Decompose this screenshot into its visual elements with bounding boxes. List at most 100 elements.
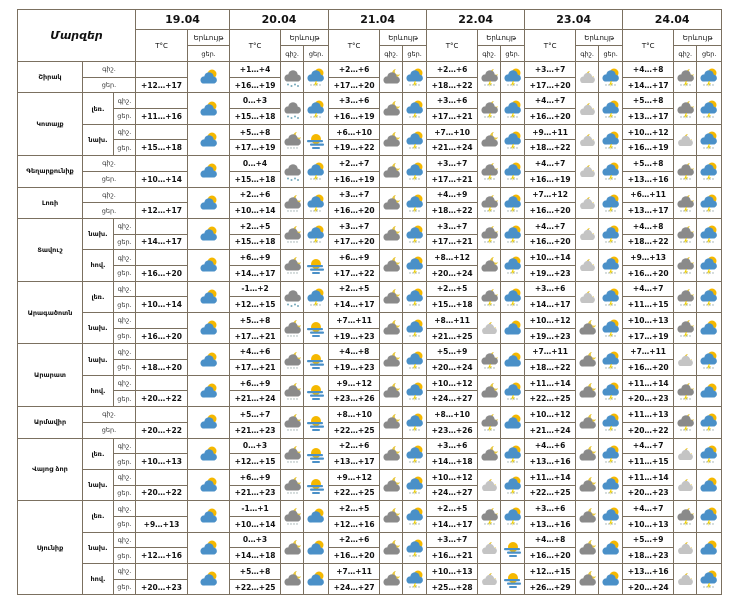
partly-cloudy-day-icon — [187, 562, 231, 596]
temperature-day: +18…+22 — [524, 359, 577, 376]
thunder-rain-night-icon — [673, 311, 698, 345]
temperature-day: +16…+19 — [328, 170, 381, 188]
temperature-night-empty — [135, 437, 189, 455]
temperature-night-empty — [135, 92, 189, 110]
thunder-rain-day-icon — [303, 92, 330, 125]
temperature-night: +10…+14 — [524, 249, 577, 266]
period-day: ցեր. — [112, 139, 137, 157]
thunder-rain-day-icon — [402, 92, 428, 125]
cloudy-night-drizzle-icon — [280, 343, 305, 376]
table-row: հով. գիշ. +6…+9 +9…+12 +10…+12 +11…+14 +11…+14 — [18, 374, 723, 408]
cloudy-night-drizzle-icon — [280, 249, 305, 282]
temperature-night: +5…+9 — [622, 531, 675, 549]
temperature-day: +13…+17 — [328, 453, 381, 470]
partly-cloudy-day-icon — [187, 60, 231, 94]
temperature-header: T°C — [328, 29, 381, 62]
temperature-day: +12…+17 — [135, 76, 189, 94]
cloudy-night-icon — [477, 249, 502, 282]
temperature-night: +4…+6 — [229, 343, 282, 361]
partly-cloudy-night-icon — [575, 186, 600, 219]
temperature-night: +11…+14 — [524, 468, 577, 486]
temperature-night: +4…+8 — [622, 217, 675, 235]
cloudy-night-icon — [379, 468, 404, 502]
date-header: 24.04 — [622, 9, 723, 30]
temperature-day: +19…+23 — [524, 327, 577, 345]
temperature-night: +9…+12 — [328, 468, 381, 486]
period-night: գիշ. — [112, 92, 137, 110]
date-header: 20.04 — [229, 9, 330, 30]
temperature-night-empty — [135, 312, 189, 329]
regions-header: Մարզեր — [16, 9, 137, 62]
table-row: նախ. գիշ. 0…+3 +2…+6 +3…+7 +4…+8 +5…+9 — [18, 531, 723, 565]
temperature-night: +7…+10 — [426, 123, 479, 141]
temperature-day: +16…+20 — [524, 547, 577, 564]
cloudy-night-icon — [379, 217, 404, 251]
table-row: ցեր. +10…+13 +12…+15 +13…+17 +14…+18 +13…+16 +… — [18, 453, 722, 470]
temperature-day: +15…+18 — [229, 170, 282, 188]
thunder-rain-day-icon — [402, 311, 428, 345]
thunder-rain-night-icon — [673, 186, 698, 219]
thunder-rain-day-icon — [500, 500, 526, 533]
partly-cloudy-day-icon — [696, 531, 723, 565]
table-row: ցեր. +9…+13 +10…+14 +12…+16 +14…+17 +13…+16 +1… — [18, 515, 722, 533]
temperature-day: +13…+17 — [622, 202, 675, 219]
temperature-night: +8…+11 — [426, 312, 479, 329]
subregion-name: նախ. — [82, 311, 114, 345]
temperature-day: +13…+16 — [524, 453, 577, 470]
cloudy-night-drizzle-icon — [280, 500, 305, 533]
thunder-rain-day-icon — [598, 249, 624, 282]
partly-cloudy-day-icon — [187, 186, 231, 219]
temperature-day: +13…+17 — [622, 108, 675, 125]
temperature-night: +4…+7 — [524, 155, 577, 172]
thunder-rain-day-icon — [598, 123, 624, 157]
thunder-rain-night-icon — [477, 155, 502, 188]
temperature-night: 0…+3 — [229, 531, 282, 549]
period-day: ցեր. — [112, 484, 137, 502]
thunder-rain-day-icon — [500, 186, 526, 219]
temperature-day: +18…+22 — [524, 139, 577, 157]
thunder-rain-day-icon — [598, 186, 624, 219]
thunder-rain-day-icon — [402, 217, 428, 251]
table-row: Արմավիր գիշ. +5…+7 +8…+10 +8…+10 +10…+12 +11…+… — [17, 406, 723, 439]
thunder-rain-night-icon — [673, 60, 698, 94]
temperature-day: +13…+16 — [622, 170, 675, 188]
temperature-day: +20…+22 — [622, 421, 675, 439]
temperature-night: +2…+6 — [426, 61, 479, 78]
rain-snow-night-icon — [280, 280, 305, 314]
cloudy-night-icon — [575, 374, 600, 408]
temperature-header: T°C — [524, 29, 577, 62]
temperature-night: +2…+6 — [328, 61, 381, 78]
date-header: 19.04 — [135, 9, 231, 30]
temperature-night-empty — [135, 280, 189, 298]
thunder-rain-day-icon — [402, 406, 428, 439]
cloudy-night-icon — [575, 468, 600, 502]
region-name: Արմավիր — [17, 406, 83, 439]
rain-snow-night-icon — [280, 60, 305, 94]
sun-haze-icon — [303, 468, 330, 502]
temperature-night: +9…+11 — [524, 123, 577, 141]
period-day: ցեր. — [112, 327, 137, 345]
temperature-night: +9…+12 — [328, 374, 381, 392]
thunder-rain-night-icon — [477, 217, 502, 251]
cloudy-night-icon — [379, 280, 404, 314]
thunder-rain-day-icon — [402, 500, 428, 533]
period-day: ցեր. — [81, 76, 137, 94]
thunder-rain-day-icon — [696, 280, 723, 314]
region-name: Տավուշ — [17, 217, 83, 282]
partly-cloudy-day-icon — [696, 468, 723, 502]
night-header: գիշ. — [379, 45, 404, 62]
temperature-night: +5…+8 — [229, 123, 282, 141]
temperature-day: +19…+23 — [524, 264, 577, 282]
cloudy-night-icon — [379, 500, 404, 533]
temperature-day: +20…+24 — [426, 264, 479, 282]
partly-cloudy-day-icon — [187, 531, 231, 565]
temperature-night: +7…+11 — [524, 343, 577, 361]
thunder-rain-night-icon — [673, 92, 698, 125]
partly-cloudy-day-icon — [187, 374, 231, 408]
temperature-night: +11…+14 — [622, 374, 675, 392]
temperature-day: +11…+16 — [135, 108, 189, 125]
temperature-night: +11…+14 — [622, 468, 675, 486]
cloudy-night-icon — [379, 437, 404, 470]
temperature-day: +22…+25 — [524, 484, 577, 502]
thunder-rain-day-icon — [696, 155, 723, 188]
